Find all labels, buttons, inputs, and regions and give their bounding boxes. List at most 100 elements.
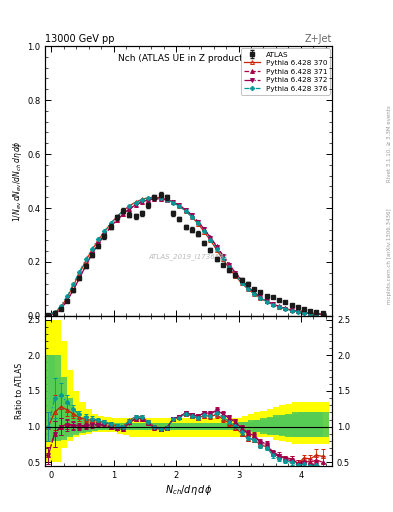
Pythia 6.428 371 [283,305,288,311]
Line: Pythia 6.428 371: Pythia 6.428 371 [46,197,325,317]
Pythia 6.428 372 [164,197,169,203]
Pythia 6.428 376 [177,203,182,209]
Pythia 6.428 370 [121,208,125,214]
Pythia 6.428 370 [283,305,288,311]
Pythia 6.428 376 [214,246,219,252]
Pythia 6.428 376 [46,312,51,318]
Pythia 6.428 372 [71,287,75,293]
Pythia 6.428 370 [115,214,119,220]
Pythia 6.428 372 [302,310,307,316]
Pythia 6.428 376 [189,214,194,220]
Pythia 6.428 372 [289,307,294,313]
Text: mcplots.cern.ch [arXiv:1306.3436]: mcplots.cern.ch [arXiv:1306.3436] [387,208,391,304]
Pythia 6.428 376 [277,304,281,310]
Pythia 6.428 376 [115,214,119,220]
Pythia 6.428 372 [108,224,113,230]
Pythia 6.428 376 [96,236,101,242]
Pythia 6.428 370 [239,280,244,286]
Pythia 6.428 372 [214,244,219,250]
Pythia 6.428 370 [127,203,132,209]
Pythia 6.428 370 [108,221,113,227]
Pythia 6.428 370 [233,273,238,279]
Pythia 6.428 370 [164,196,169,202]
Pythia 6.428 371 [270,301,275,307]
Pythia 6.428 371 [214,243,219,249]
Pythia 6.428 372 [296,309,300,315]
Pythia 6.428 372 [59,306,63,312]
Pythia 6.428 371 [233,270,238,276]
Pythia 6.428 371 [152,196,157,202]
Pythia 6.428 370 [308,310,312,316]
Pythia 6.428 370 [102,229,107,235]
Pythia 6.428 376 [246,286,250,292]
Pythia 6.428 371 [208,234,213,241]
Pythia 6.428 371 [202,226,207,232]
Pythia 6.428 371 [171,199,175,205]
Pythia 6.428 371 [65,297,70,304]
Pythia 6.428 372 [102,232,107,238]
Pythia 6.428 371 [252,289,257,295]
Pythia 6.428 370 [277,304,281,310]
Pythia 6.428 376 [90,245,94,251]
Pythia 6.428 372 [96,241,101,247]
Pythia 6.428 372 [140,199,144,205]
Pythia 6.428 371 [220,252,225,259]
Pythia 6.428 372 [52,310,57,316]
Pythia 6.428 372 [202,226,207,232]
Text: Z+Jet: Z+Jet [305,33,332,44]
Pythia 6.428 376 [108,220,113,226]
Pythia 6.428 370 [96,238,101,244]
Pythia 6.428 372 [177,202,182,208]
Pythia 6.428 372 [115,217,119,223]
Pythia 6.428 376 [302,310,307,316]
Pythia 6.428 372 [189,212,194,218]
Pythia 6.428 372 [246,284,250,290]
Pythia 6.428 370 [258,295,263,301]
Pythia 6.428 370 [302,309,307,315]
Pythia 6.428 370 [77,270,82,276]
Pythia 6.428 376 [264,298,269,305]
Pythia 6.428 376 [314,311,319,317]
Pythia 6.428 372 [90,251,94,257]
Pythia 6.428 372 [220,253,225,259]
Pythia 6.428 370 [71,283,75,289]
Y-axis label: Ratio to ATLAS: Ratio to ATLAS [15,363,24,419]
Pythia 6.428 372 [183,206,188,212]
Pythia 6.428 371 [115,217,119,223]
Pythia 6.428 376 [52,309,57,315]
Pythia 6.428 371 [302,309,307,315]
Pythia 6.428 371 [146,197,151,203]
Pythia 6.428 371 [289,307,294,313]
Pythia 6.428 372 [227,262,231,268]
Pythia 6.428 370 [264,298,269,305]
Pythia 6.428 371 [90,250,94,257]
Pythia 6.428 371 [96,241,101,247]
Pythia 6.428 370 [133,199,138,205]
Pythia 6.428 371 [227,261,231,267]
Pythia 6.428 370 [246,286,250,292]
Text: Nch (ATLAS UE in Z production): Nch (ATLAS UE in Z production) [118,54,260,63]
Pythia 6.428 376 [146,195,151,201]
Pythia 6.428 376 [270,302,275,308]
Pythia 6.428 371 [177,202,182,208]
Pythia 6.428 376 [239,280,244,286]
Pythia 6.428 371 [189,212,194,218]
Pythia 6.428 370 [189,214,194,220]
Pythia 6.428 370 [208,238,213,244]
Pythia 6.428 372 [283,306,288,312]
Pythia 6.428 371 [108,224,113,230]
Pythia 6.428 370 [314,310,319,316]
Pythia 6.428 371 [83,262,88,268]
Pythia 6.428 371 [121,211,125,217]
Pythia 6.428 376 [227,264,231,270]
Pythia 6.428 371 [133,202,138,208]
X-axis label: $N_{ch}/d\eta\,d\phi$: $N_{ch}/d\eta\,d\phi$ [165,482,212,497]
Pythia 6.428 376 [208,237,213,243]
Pythia 6.428 370 [140,196,144,202]
Pythia 6.428 376 [164,197,169,203]
Line: Pythia 6.428 372: Pythia 6.428 372 [46,197,325,317]
Pythia 6.428 376 [158,195,163,201]
Pythia 6.428 376 [133,200,138,206]
Pythia 6.428 376 [233,272,238,279]
Pythia 6.428 376 [121,208,125,214]
